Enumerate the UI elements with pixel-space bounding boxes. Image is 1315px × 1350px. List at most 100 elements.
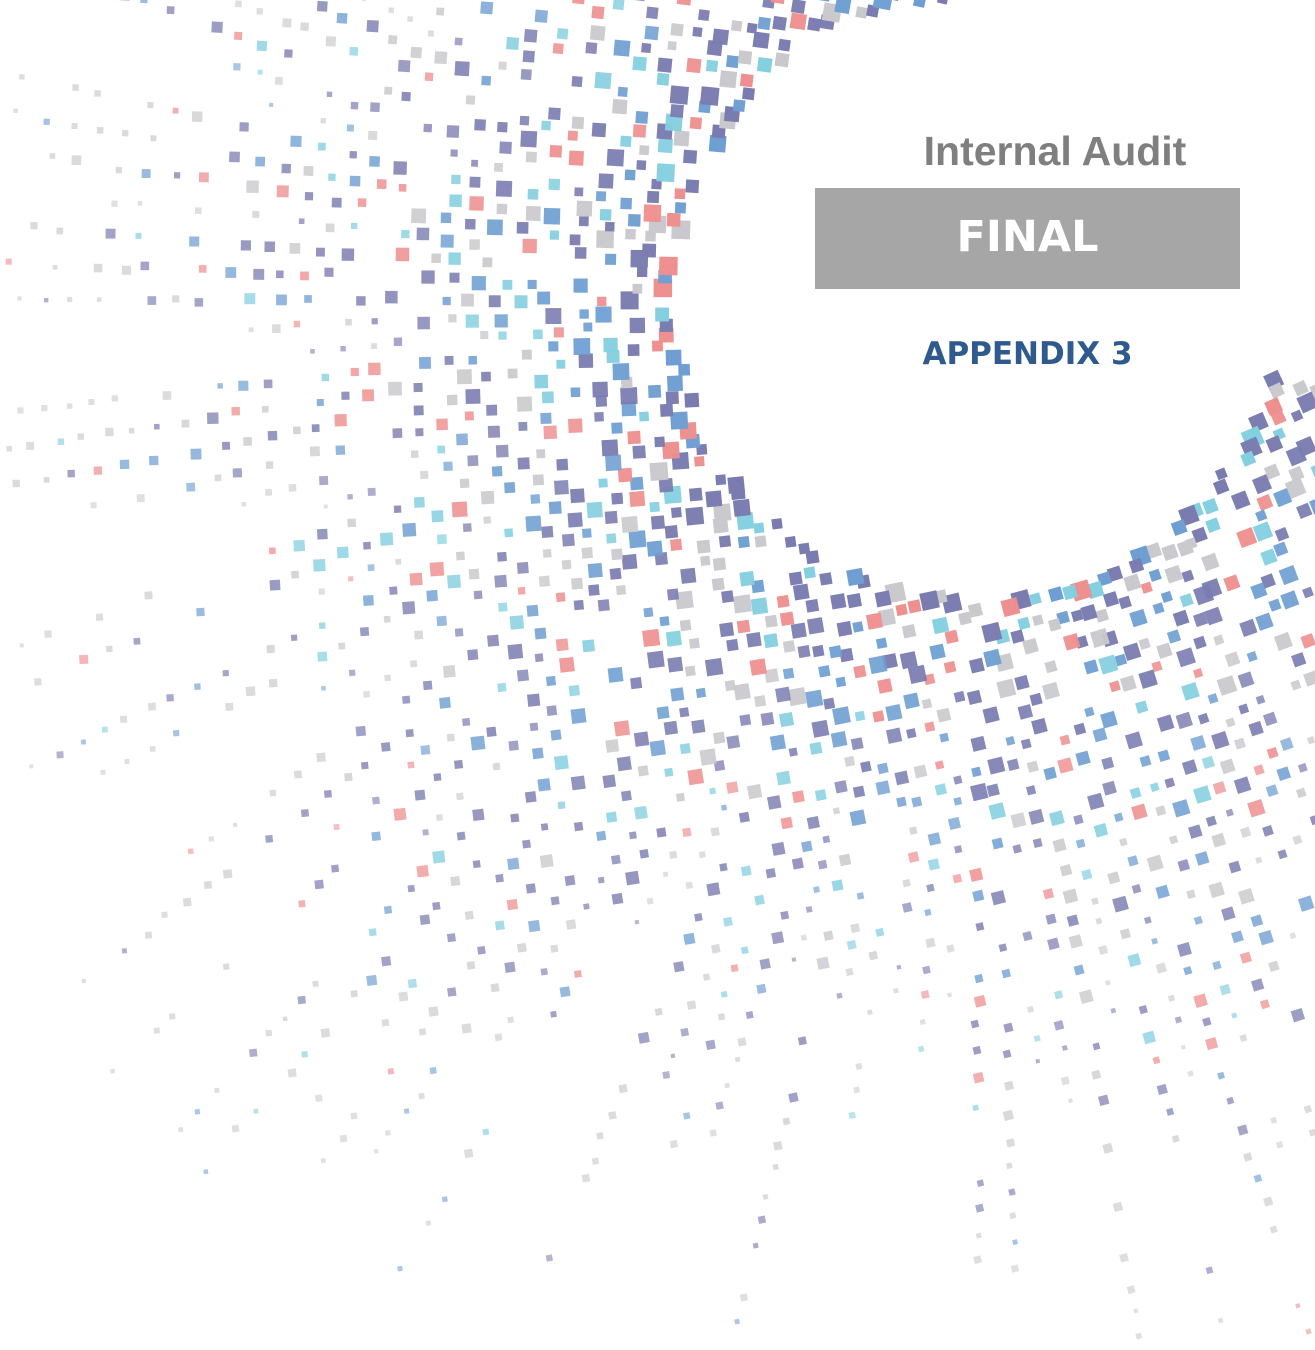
decor-square [846, 568, 864, 586]
decor-square [350, 176, 361, 187]
decor-square [706, 882, 720, 896]
decor-square [276, 295, 287, 306]
decor-square [569, 151, 584, 166]
decor-square [1153, 602, 1165, 614]
decor-square [1175, 1016, 1182, 1023]
decor-square [698, 9, 710, 21]
decor-square [432, 902, 440, 910]
decor-square [398, 60, 410, 72]
decor-square [621, 516, 638, 533]
decor-square [1309, 1129, 1315, 1137]
decor-square [850, 809, 867, 826]
decor-square [381, 1019, 389, 1027]
decor-square [679, 707, 689, 717]
decor-square [771, 518, 782, 529]
decor-square [987, 756, 1005, 774]
decor-square [398, 992, 408, 1002]
decor-square [608, 667, 624, 683]
decor-square [195, 298, 204, 307]
decor-square [411, 208, 426, 223]
decor-square [358, 198, 367, 207]
decor-square [1118, 596, 1132, 610]
decor-square [264, 380, 273, 389]
decor-square [368, 131, 377, 140]
decor-square [1157, 714, 1175, 732]
decor-square [670, 104, 684, 118]
decor-square [1127, 1285, 1136, 1294]
decor-square [381, 742, 391, 752]
decor-square [388, 1068, 395, 1075]
decor-square [900, 651, 918, 669]
decor-square [791, 623, 807, 639]
decor-square [541, 823, 549, 831]
decor-square [556, 638, 569, 651]
decor-square [731, 964, 739, 972]
decor-square [612, 893, 624, 905]
decor-square [572, 0, 585, 4]
decor-square [203, 1169, 208, 1174]
decor-square [1028, 809, 1044, 825]
decor-square [947, 992, 952, 997]
decor-square [495, 1033, 503, 1041]
decor-square [642, 629, 660, 647]
decor-square [504, 528, 513, 537]
decor-square [902, 624, 917, 639]
decor-square [1205, 517, 1221, 533]
decor-square [969, 868, 983, 882]
decor-square [725, 680, 736, 691]
document-title: Internal Audit [815, 128, 1295, 175]
decor-square [639, 145, 649, 155]
decor-square [1215, 467, 1228, 480]
decor-square [614, 720, 630, 736]
decor-square [596, 831, 606, 841]
decor-square [253, 1109, 258, 1114]
decor-square [1057, 757, 1073, 773]
decor-square [246, 686, 256, 696]
decor-square [534, 375, 548, 389]
decor-square [650, 740, 666, 756]
decor-square [568, 131, 578, 141]
decor-square [911, 796, 922, 807]
decor-square [97, 127, 104, 134]
decor-square [362, 0, 366, 1]
decor-square [566, 919, 577, 930]
decor-square [44, 298, 48, 302]
decor-square [408, 979, 417, 988]
decor-square [590, 25, 606, 41]
decor-square [1012, 844, 1021, 853]
decor-square [394, 505, 402, 513]
decor-square [326, 36, 336, 46]
decor-square [348, 576, 353, 581]
decor-square [801, 841, 813, 853]
decor-square [388, 7, 394, 13]
decor-square [537, 778, 550, 791]
decor-square [746, 1011, 754, 1019]
decor-square [1212, 961, 1221, 970]
decor-square [199, 172, 209, 182]
decor-square [344, 773, 353, 782]
decor-square [587, 502, 603, 518]
decor-square [474, 119, 486, 131]
decor-square [1266, 784, 1279, 797]
decor-square [1075, 751, 1090, 766]
decor-square [822, 836, 830, 844]
decor-square [1217, 675, 1238, 696]
decor-square [606, 812, 617, 823]
decor-square [550, 729, 561, 740]
decor-square [1133, 1308, 1138, 1313]
decor-square [1132, 884, 1142, 894]
decor-square [592, 1157, 599, 1164]
decor-square [436, 616, 447, 627]
decor-square [384, 616, 391, 623]
decor-square [439, 697, 451, 709]
decor-square [662, 1071, 670, 1079]
decor-square [813, 0, 832, 2]
decor-square [670, 687, 684, 701]
decor-square [410, 47, 422, 59]
decor-square [633, 124, 647, 138]
decor-square [300, 271, 309, 280]
decor-square [546, 1254, 553, 1261]
decor-square [574, 187, 583, 196]
decor-square [410, 660, 417, 667]
decor-square [291, 571, 299, 579]
